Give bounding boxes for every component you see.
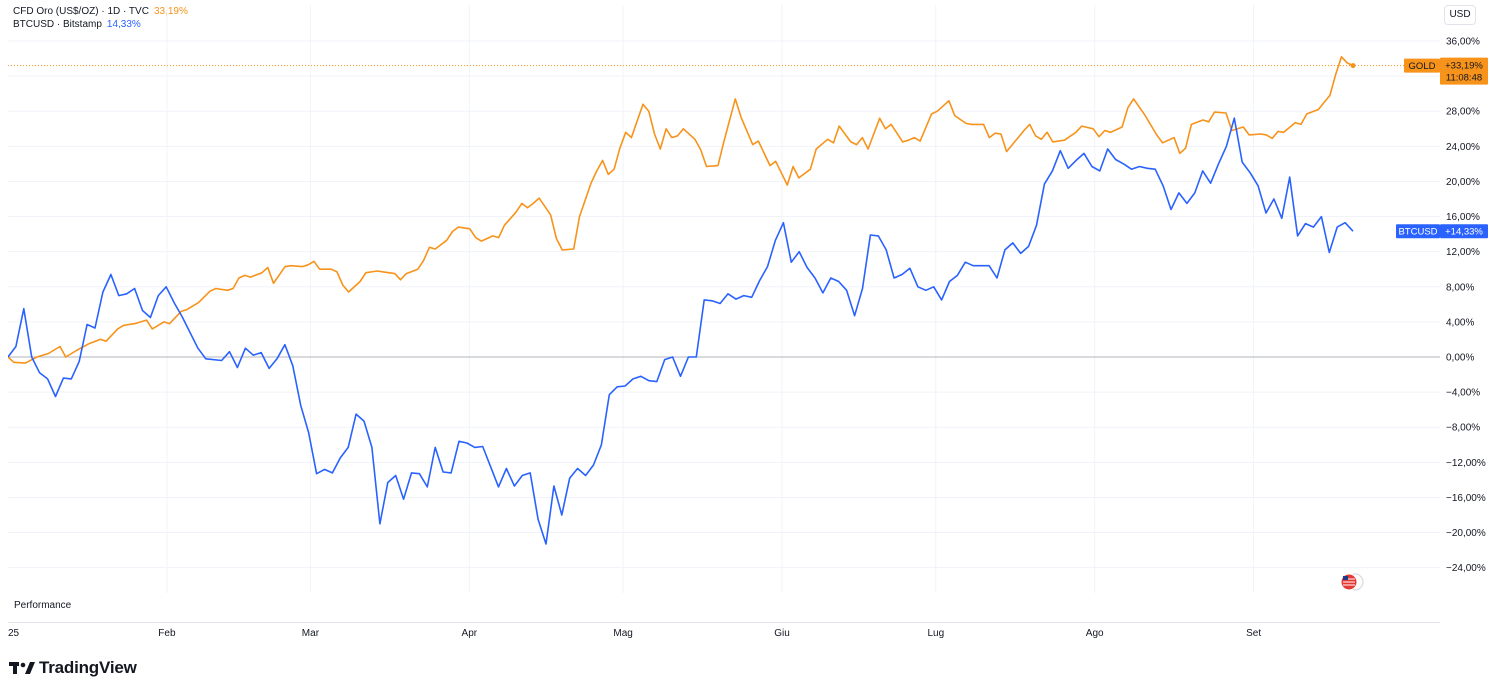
gold-symbol-tag	[1404, 58, 1440, 73]
y-tick-label: 28,00%	[1446, 107, 1480, 118]
gold-symbol-label: GOLD	[1409, 61, 1436, 72]
btc-series-line	[8, 117, 1354, 545]
tradingview-logo[interactable]: TradingView	[9, 658, 137, 678]
btc-tag-value: +14,33%	[1445, 227, 1483, 238]
legend-gold[interactable]: CFD Oro (US$/OZ) · 1D · TVC 33,19%	[13, 6, 188, 18]
legend-btc[interactable]: BTCUSD · Bitstamp 14,33%	[13, 19, 141, 31]
x-tick-label: Set	[1246, 628, 1262, 639]
y-tick-label: 8,00%	[1446, 282, 1474, 293]
legend-gold-pct: 33,19%	[153, 6, 188, 17]
y-tick-label: 24,00%	[1446, 142, 1480, 153]
y-tick-label: −24,00%	[1446, 563, 1486, 574]
legend-btc-pct: 14,33%	[106, 19, 141, 30]
chart-plot-area[interactable]: GOLD BTCUSD	[8, 5, 1440, 593]
btc-symbol-label: BTCUSD	[1398, 227, 1437, 238]
performance-label: Performance	[14, 600, 72, 611]
y-tick-label: 4,00%	[1446, 317, 1474, 328]
btc-price-tag	[1440, 224, 1488, 239]
series-lines	[8, 56, 1440, 545]
x-tick-label: Apr	[461, 628, 478, 639]
y-tick-label: 12,00%	[1446, 247, 1480, 258]
y-tick-label: −16,00%	[1446, 493, 1486, 504]
x-tick-label: Feb	[158, 628, 176, 639]
x-tick-label: Mar	[301, 628, 320, 639]
x-tick-label: Lug	[927, 628, 945, 639]
y-tick-label: −20,00%	[1446, 528, 1486, 539]
x-tick-label: Ago	[1085, 628, 1104, 639]
y-tick-label: −8,00%	[1446, 423, 1480, 434]
y-tick-label: −4,00%	[1446, 388, 1480, 399]
x-tick-label: 25	[8, 628, 20, 639]
gold-last-point	[1350, 63, 1356, 69]
x-tick-label: Mag	[613, 628, 633, 639]
flag-icon-canton	[1343, 576, 1348, 580]
gold-tag-countdown: 11:08:48	[1446, 73, 1482, 84]
gold-price-tag	[1440, 57, 1488, 85]
y-tick-label: 36,00%	[1446, 37, 1480, 48]
y-tick-label: 0,00%	[1446, 353, 1474, 364]
y-tick-label: 16,00%	[1446, 212, 1480, 223]
gold-series-line	[8, 56, 1354, 364]
time-axis[interactable]: 25 Feb Mar Apr Mag Giu Lug Ago Set	[8, 622, 1440, 645]
y-axis-labels: 36,00%32,00%28,00%24,00%20,00%16,00%12,0…	[1446, 37, 1486, 575]
gold-tag-value: +33,19%	[1445, 61, 1483, 72]
x-tick-label: Giu	[774, 628, 790, 639]
tradingview-logo-icon	[9, 662, 35, 674]
y-tick-label: 20,00%	[1446, 177, 1480, 188]
currency-button[interactable]: USD	[1444, 5, 1476, 25]
brand-name: TradingView	[39, 658, 137, 677]
legend-gold-label: CFD Oro (US$/OZ) · 1D · TVC	[13, 6, 149, 17]
flag-icon[interactable]	[1340, 573, 1364, 591]
legend-btc-label: BTCUSD · Bitstamp	[13, 19, 102, 30]
price-scale[interactable]: 36,00%32,00%28,00%24,00%20,00%16,00%12,0…	[1440, 5, 1492, 593]
btc-symbol-tag	[1396, 224, 1440, 239]
y-tick-label: −12,00%	[1446, 458, 1486, 469]
